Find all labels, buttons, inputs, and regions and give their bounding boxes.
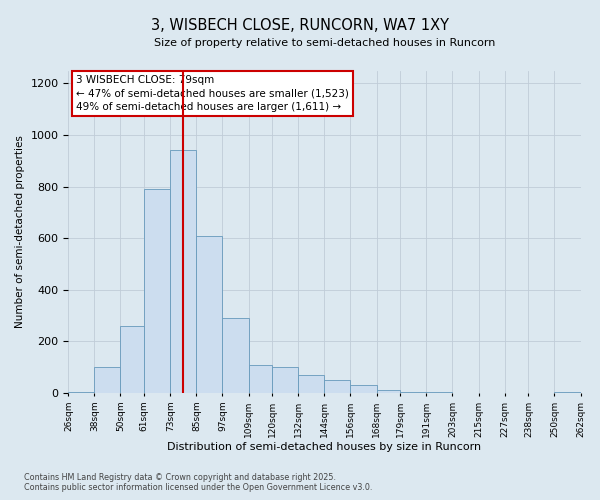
Text: 3 WISBECH CLOSE: 79sqm
← 47% of semi-detached houses are smaller (1,523)
49% of : 3 WISBECH CLOSE: 79sqm ← 47% of semi-det… — [76, 76, 349, 112]
Bar — [400, 392, 427, 393]
Bar — [145, 189, 170, 393]
Bar — [223, 318, 248, 393]
X-axis label: Distribution of semi-detached houses by size in Runcorn: Distribution of semi-detached houses by … — [167, 442, 482, 452]
Bar — [554, 392, 581, 393]
Y-axis label: Number of semi-detached properties: Number of semi-detached properties — [15, 136, 25, 328]
Bar — [121, 326, 145, 393]
Bar — [94, 367, 121, 393]
Bar — [427, 392, 452, 393]
Bar — [196, 236, 223, 393]
Bar — [298, 375, 325, 393]
Bar — [272, 367, 298, 393]
Bar — [350, 385, 377, 393]
Title: Size of property relative to semi-detached houses in Runcorn: Size of property relative to semi-detach… — [154, 38, 495, 48]
Bar — [68, 392, 94, 393]
Bar — [248, 364, 272, 393]
Bar — [170, 150, 196, 393]
Bar — [325, 380, 350, 393]
Text: 3, WISBECH CLOSE, RUNCORN, WA7 1XY: 3, WISBECH CLOSE, RUNCORN, WA7 1XY — [151, 18, 449, 32]
Bar — [377, 390, 400, 393]
Text: Contains HM Land Registry data © Crown copyright and database right 2025.
Contai: Contains HM Land Registry data © Crown c… — [24, 473, 373, 492]
